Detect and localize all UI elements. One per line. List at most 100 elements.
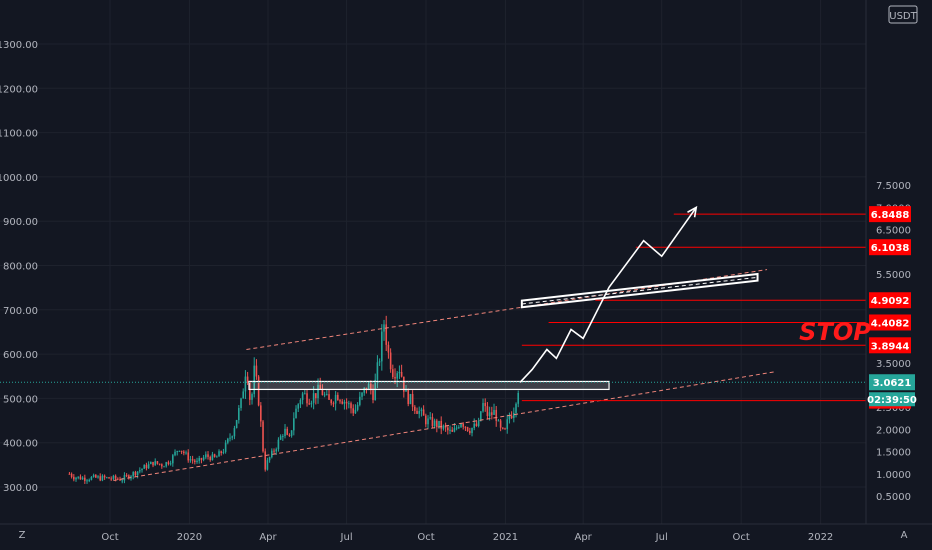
candle-body	[460, 423, 462, 428]
currency-label: USDT	[889, 11, 917, 22]
time-tick-label: 2021	[493, 532, 518, 543]
candle-body	[356, 404, 359, 410]
time-axis[interactable]: Oct 2020 Apr Jul Oct 2021 Apr Jul Oct 2022	[101, 532, 833, 543]
candle-body	[202, 457, 205, 460]
candle-body	[414, 406, 416, 411]
candle-body	[229, 437, 231, 439]
candle-body	[235, 420, 238, 429]
left-tick-label: 1300.00	[0, 40, 38, 51]
countdown-label: 02:39:50	[867, 395, 917, 406]
candle-body	[466, 427, 469, 432]
candle-body	[114, 475, 117, 479]
right-tick-label: 1.5000	[876, 448, 911, 459]
left-tick-label: 1200.00	[0, 84, 38, 95]
candle-body	[370, 383, 372, 391]
candle-body	[134, 472, 137, 476]
candle-body	[183, 451, 185, 454]
candle-body	[510, 415, 513, 418]
last-price-tag	[869, 374, 915, 391]
breakout-box[interactable]	[520, 272, 759, 309]
right-tick-label: 2.0000	[876, 425, 911, 436]
candle-body	[361, 392, 363, 397]
level-tag-label: 3.8944	[871, 341, 910, 352]
candle-body	[220, 451, 223, 454]
candle-body	[174, 451, 176, 456]
candle-body	[154, 461, 157, 466]
candle-body	[517, 392, 520, 404]
candle-body	[385, 324, 388, 345]
candle-body	[354, 409, 357, 414]
candle-body	[165, 462, 168, 467]
candle-body	[103, 475, 106, 478]
candle-body	[337, 394, 339, 401]
left-tick-label: 1100.00	[0, 129, 38, 140]
candle-body	[198, 458, 201, 461]
drawings	[0, 205, 866, 481]
candle-body	[262, 421, 264, 452]
left-tick-label: 800.00	[3, 262, 38, 273]
right-tick-label: 0.5000	[876, 492, 911, 503]
candle-body	[75, 477, 77, 480]
candle-body	[288, 434, 291, 436]
candle-body	[167, 462, 170, 465]
candle-body	[156, 461, 159, 464]
candle-body	[315, 393, 317, 399]
candle-body	[455, 427, 458, 429]
candle-body	[106, 477, 108, 479]
candle-body	[515, 403, 517, 413]
candle-body	[504, 428, 506, 430]
candle-body	[297, 404, 300, 409]
candle-body	[117, 478, 119, 480]
candle-body	[442, 425, 445, 429]
candle-body	[240, 398, 242, 408]
candle-body	[128, 475, 130, 479]
candle-body	[427, 418, 429, 425]
channel-upper-line[interactable]	[246, 269, 768, 350]
right-tick-label: 5.5000	[876, 270, 911, 281]
candle-body	[513, 412, 515, 418]
candle-body	[436, 420, 438, 428]
candle-body	[264, 451, 267, 470]
candle-body	[255, 365, 258, 377]
candle-body	[145, 464, 148, 469]
level-tag	[869, 337, 911, 354]
candle-body	[266, 460, 269, 470]
timezone-button[interactable]: Z	[19, 530, 26, 541]
candle-body	[92, 475, 95, 477]
candle-body	[282, 436, 284, 438]
auto-scale-button[interactable]: A	[901, 530, 908, 541]
candle-body	[473, 423, 476, 428]
right-tick-label: 1.0000	[876, 470, 911, 481]
countdown-tag	[869, 392, 915, 407]
candle-body	[486, 406, 489, 417]
projection-path[interactable]	[519, 206, 697, 383]
candle-body	[475, 423, 478, 426]
currency-badge[interactable]: USDT	[888, 5, 918, 24]
candle-body	[99, 476, 102, 481]
candle-body	[79, 476, 82, 480]
candle-body	[70, 473, 73, 477]
candle-body	[317, 384, 319, 399]
candle-body	[350, 403, 352, 409]
candle-body	[365, 387, 368, 390]
candle-body	[339, 400, 341, 402]
time-tick-label: 2020	[177, 532, 202, 543]
candle-body	[77, 476, 80, 478]
candle-body	[462, 423, 465, 427]
candle-body	[260, 405, 262, 422]
candle-body	[484, 403, 487, 407]
projection-arrowhead	[687, 205, 698, 218]
candle-body	[389, 352, 392, 370]
time-tick-label: 2022	[808, 532, 833, 543]
candle-body	[343, 401, 346, 404]
candle-body	[119, 479, 121, 481]
left-price-axis[interactable]: 300.00 400.00 500.00 600.00 700.00 800.00 900.…	[0, 40, 38, 494]
candle-body	[491, 412, 493, 415]
candle-body	[136, 471, 139, 476]
right-price-axis[interactable]: 0.5000 1.0000 1.5000 2.0000 2.5000 3.5000 5.50…	[867, 181, 917, 503]
candle-body	[286, 428, 289, 435]
candle-body	[310, 402, 313, 405]
candle-body	[73, 476, 75, 480]
support-zone-box[interactable]	[248, 380, 610, 391]
